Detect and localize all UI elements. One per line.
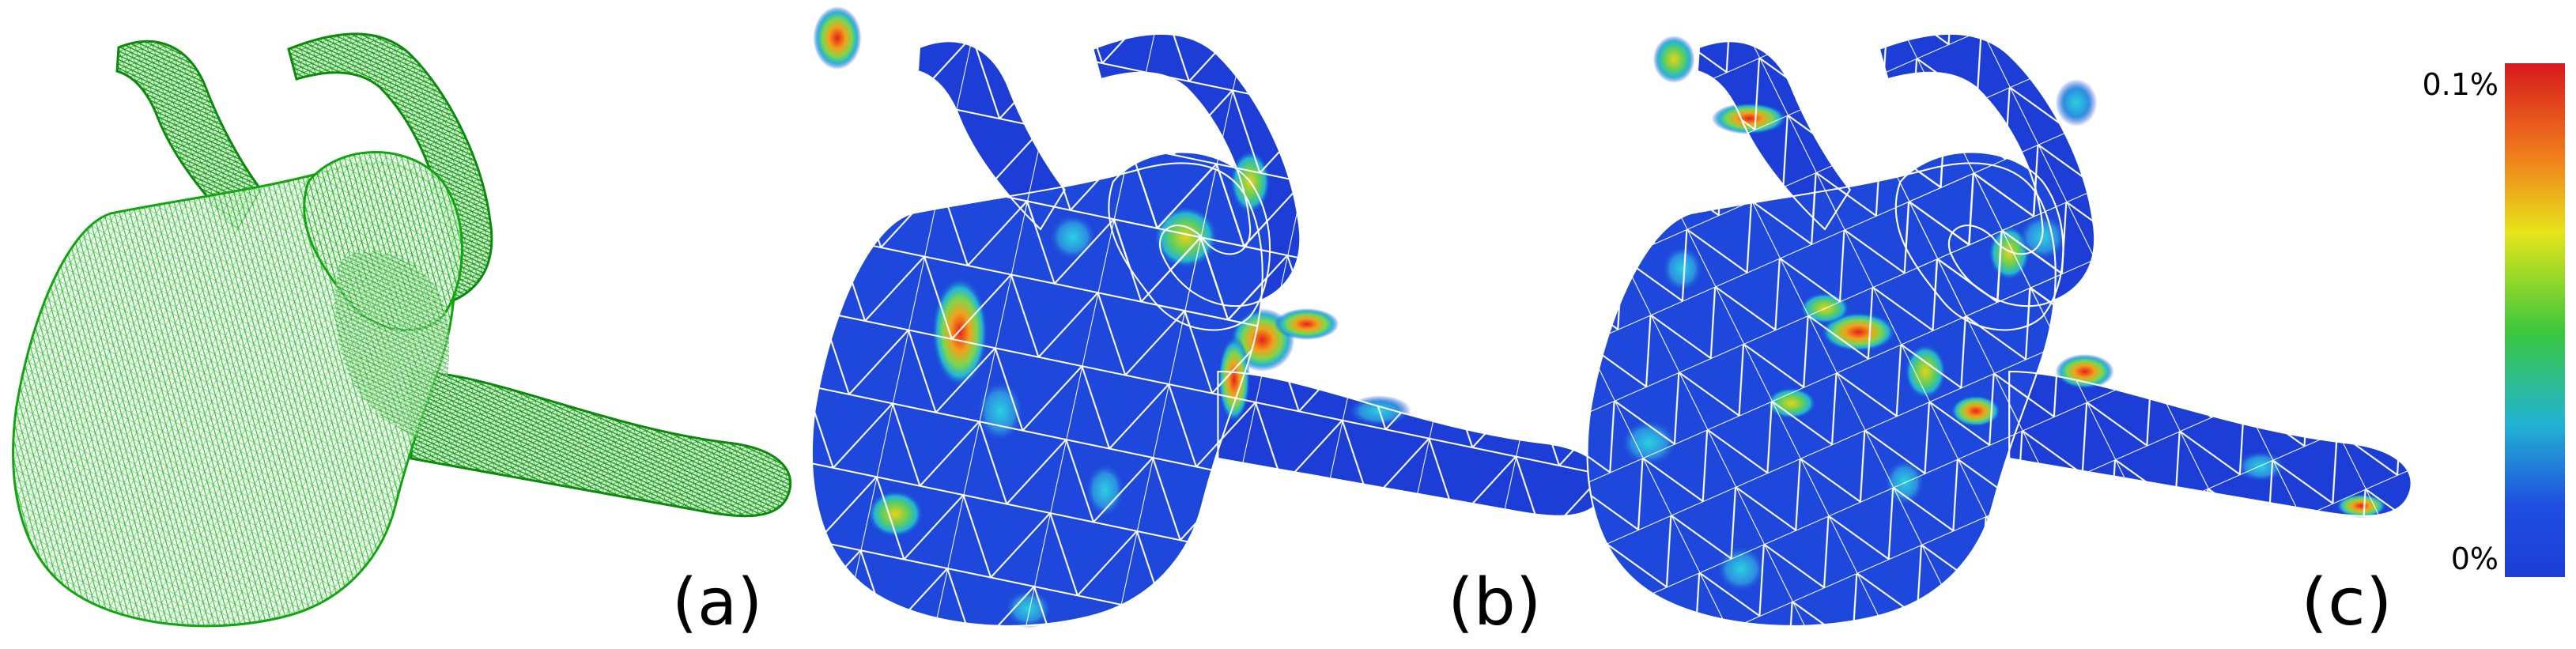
panel-b: (b) [810, 6, 1606, 640]
colorbar-min-label: 0% [2451, 541, 2499, 576]
panel-label-c: (c) [2301, 564, 2393, 640]
colorbar-gradient [2505, 63, 2565, 577]
panel-c: (c) [1586, 32, 2412, 640]
colorbar-max-label: 0.1% [2422, 67, 2499, 102]
hotspot [813, 6, 862, 70]
panel-label-a: (a) [672, 565, 762, 640]
colorbar: 0.1% 0% [2422, 63, 2565, 577]
wireframe-overlap [334, 251, 450, 443]
panel-a: (a) [12, 32, 792, 640]
panel-label-b: (b) [1448, 564, 1541, 640]
hotspot [1652, 36, 1695, 83]
hotspot [2055, 79, 2098, 126]
hotspot [1274, 308, 1339, 340]
